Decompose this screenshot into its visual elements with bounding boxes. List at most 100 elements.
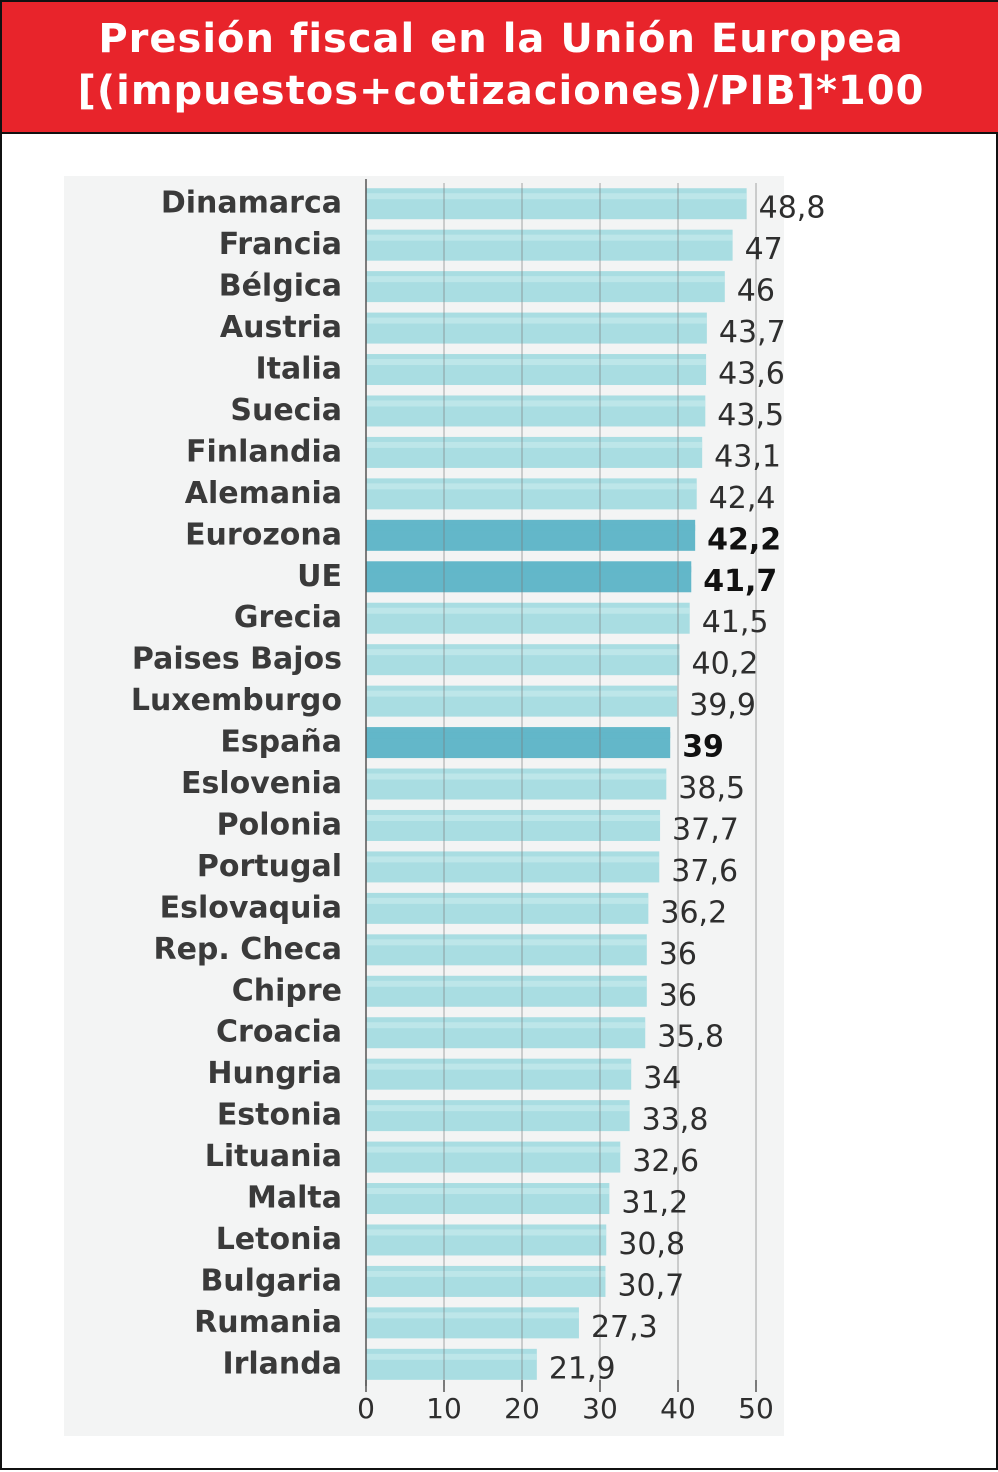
category-label: Eslovenia [181, 766, 342, 801]
value-label: 43,6 [718, 357, 785, 392]
category-label: Chipre [232, 973, 342, 1008]
value-label: 41,5 [702, 605, 769, 640]
bar-highlight-stripe [366, 317, 707, 324]
x-tick-label: 30 [582, 1392, 618, 1425]
bar [366, 436, 703, 468]
value-label: 43,7 [719, 315, 786, 350]
category-label: Grecia [234, 600, 342, 635]
bar-highlight-stripe [366, 524, 696, 531]
x-tick-label: 10 [426, 1392, 462, 1425]
bar [366, 354, 707, 386]
bar [366, 934, 647, 966]
value-label: 42,4 [709, 481, 776, 516]
category-label: Eurozona [185, 517, 342, 552]
value-label: 47 [745, 232, 783, 267]
value-label: 38,5 [678, 771, 745, 806]
bar [366, 271, 725, 303]
value-label: 21,9 [549, 1351, 616, 1386]
bar [366, 519, 696, 551]
value-label: 41,7 [703, 564, 777, 599]
category-label: Letonia [216, 1222, 342, 1257]
bar [366, 478, 697, 510]
value-label: 30,8 [618, 1227, 685, 1262]
value-label: 48,8 [759, 191, 826, 226]
category-label: UE [297, 559, 342, 594]
bar [366, 768, 667, 800]
value-label: 36 [659, 937, 697, 972]
bar [366, 1265, 606, 1297]
value-label: 39,9 [689, 688, 756, 723]
category-label: Estonia [217, 1098, 342, 1133]
bar [366, 975, 647, 1007]
category-label: Irlanda [222, 1346, 342, 1381]
category-label: Rep. Checa [153, 932, 342, 967]
bar-highlight-stripe [366, 1188, 610, 1195]
bar-highlight-stripe [366, 773, 667, 780]
bar-highlight-stripe [366, 897, 649, 904]
bar-highlight-stripe [366, 1022, 646, 1029]
value-label: 40,2 [692, 647, 759, 682]
bar-highlight-stripe [366, 400, 706, 407]
bar [366, 1183, 610, 1215]
bar [366, 188, 747, 220]
bar [366, 602, 690, 634]
category-label: Francia [219, 227, 342, 262]
value-label: 37,7 [672, 812, 739, 847]
category-label: Eslovaquia [160, 890, 342, 925]
category-label: Luxemburgo [131, 683, 342, 718]
category-label: Croacia [216, 1015, 342, 1050]
bar-highlight-stripe [366, 1146, 621, 1153]
value-label: 34 [643, 1061, 681, 1096]
bar [366, 561, 692, 593]
category-label: Dinamarca [161, 186, 342, 221]
bar-highlight-stripe [366, 939, 647, 946]
category-label: Malta [247, 1181, 342, 1216]
bar-highlight-stripe [366, 193, 747, 200]
category-label: Portugal [197, 849, 342, 884]
category-label: Bélgica [219, 269, 342, 304]
title-banner: Presión fiscal en la Unión Europea [(imp… [2, 2, 998, 134]
value-label: 46 [737, 274, 775, 309]
category-label: Hungria [207, 1056, 342, 1091]
category-label: España [220, 725, 342, 760]
category-label: Italia [255, 352, 342, 387]
value-label: 27,3 [591, 1310, 658, 1345]
category-label: Rumania [194, 1305, 342, 1340]
value-label: 39 [682, 730, 724, 765]
bar [366, 1307, 579, 1339]
x-tick-label: 50 [738, 1392, 774, 1425]
value-label: 36 [659, 978, 697, 1013]
bar [366, 809, 661, 841]
bar-highlight-stripe [366, 607, 690, 614]
category-label: Suecia [230, 393, 342, 428]
bar-highlight-stripe [366, 483, 697, 490]
value-label: 36,2 [660, 895, 727, 930]
bar-highlight-stripe [366, 1353, 537, 1360]
bar [366, 851, 660, 883]
value-label: 33,8 [642, 1103, 709, 1138]
bar [366, 644, 680, 676]
bar [366, 1141, 621, 1173]
bar-highlight-stripe [366, 1105, 630, 1112]
bar [366, 312, 707, 344]
bar-highlight-stripe [366, 234, 733, 241]
bar-highlight-stripe [366, 856, 660, 863]
bar-highlight-stripe [366, 441, 703, 448]
value-label: 43,1 [714, 439, 781, 474]
x-tick-label: 0 [357, 1392, 375, 1425]
bar-highlight-stripe [366, 649, 680, 656]
bar-highlight-stripe [366, 1063, 632, 1070]
bar-highlight-stripe [366, 276, 725, 283]
bar [366, 1348, 537, 1380]
bar-highlight-stripe [366, 980, 647, 987]
category-label: Bulgaria [200, 1263, 342, 1298]
category-label: Alemania [185, 476, 342, 511]
bar [366, 395, 706, 427]
value-label: 32,6 [632, 1144, 699, 1179]
x-tick-label: 20 [504, 1392, 540, 1425]
bar-highlight-stripe [366, 359, 707, 366]
category-label: Paises Bajos [132, 642, 342, 677]
category-label: Lituania [205, 1139, 342, 1174]
